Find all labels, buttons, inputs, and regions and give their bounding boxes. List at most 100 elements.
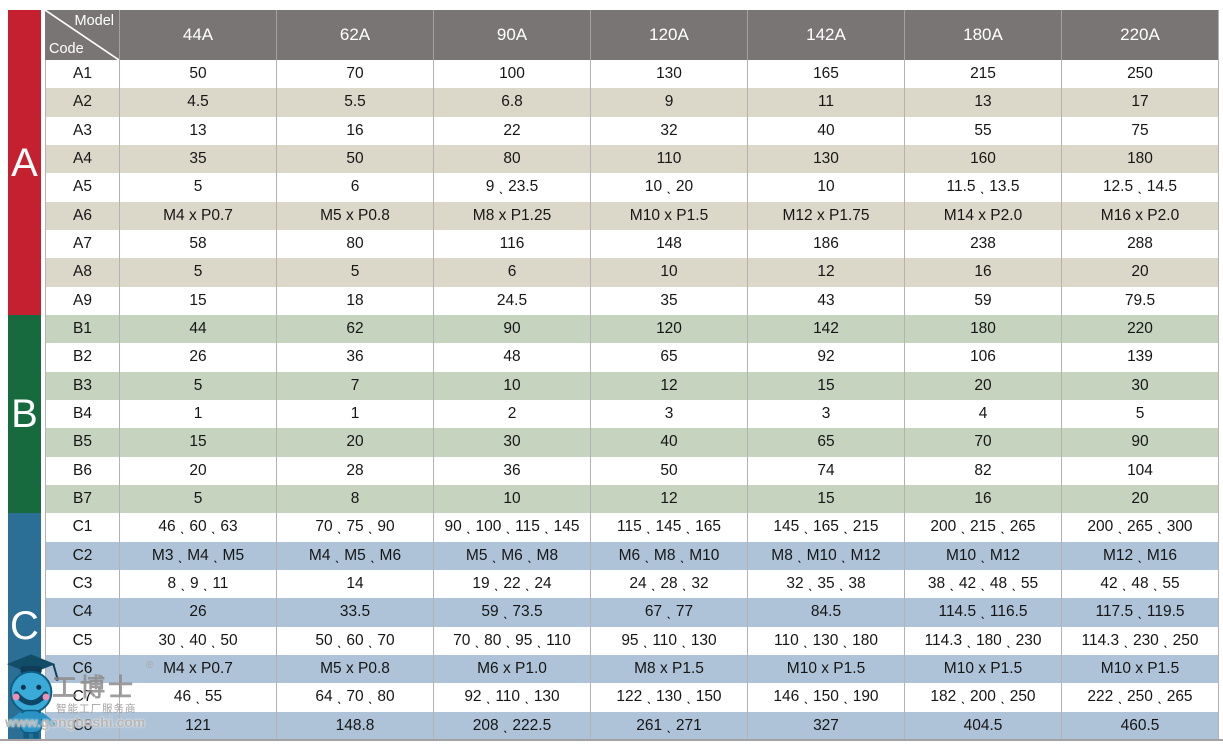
section-b-label: B: [11, 392, 38, 436]
table-row: C2 M3 ˎ M4 ˎ M5 M4 ˎ M5 ˎ M6 M5 ˎ M6 ˎ M…: [45, 541, 1219, 570]
table-cell: 182 ˎ 200 ˎ 250: [905, 683, 1062, 712]
table-cell: 26: [120, 598, 277, 627]
table-cell: 28: [277, 456, 434, 485]
table-cell: 10: [434, 371, 591, 400]
row-code: C2: [45, 541, 120, 570]
column-header-220a: 220A: [1062, 10, 1219, 60]
section-c-label: C: [10, 604, 39, 648]
table-cell: 114.3 ˎ 180 ˎ 230: [905, 626, 1062, 655]
table-cell: 9 ˎ 23.5: [434, 173, 591, 202]
table-cell: 460.5: [1062, 711, 1219, 740]
table-cell: 50: [277, 144, 434, 174]
table-cell: 80: [277, 229, 434, 259]
bottom-divider: [0, 739, 1223, 741]
table-cell: 114.3 ˎ 230 ˎ 250: [1062, 626, 1219, 655]
table-cell: 90: [1062, 428, 1219, 457]
table-cell: M14 x P2.0: [905, 201, 1062, 230]
table-cell: 15: [748, 371, 905, 400]
table-cell: 20: [120, 456, 277, 485]
table-cell: M12 ˎ M16: [1062, 541, 1219, 570]
table-cell: 146 ˎ 150 ˎ 190: [748, 683, 905, 712]
table-cell: M8 x P1.5: [591, 654, 748, 684]
table-cell: 148: [591, 229, 748, 259]
table-cell: M4 x P0.7: [120, 654, 277, 684]
table-row: B5 15 20 30 40 65 70 90: [45, 428, 1219, 457]
table-cell: 55: [905, 116, 1062, 145]
table-cell: 5: [120, 484, 277, 514]
table-cell: 12.5 ˎ 14.5: [1062, 173, 1219, 202]
table-cell: 4: [905, 399, 1062, 429]
table-row: A6 M4 x P0.7 M5 x P0.8 M8 x P1.25 M10 x …: [45, 201, 1219, 230]
table-cell: 64 ˎ 70 ˎ 80: [277, 683, 434, 712]
table-cell: M8 x P1.25: [434, 201, 591, 230]
table-cell: 250: [1062, 60, 1219, 89]
table-cell: 215: [905, 60, 1062, 89]
table-cell: 288: [1062, 229, 1219, 259]
table-cell: 10: [434, 484, 591, 514]
row-code: B2: [45, 343, 120, 372]
table-cell: 12: [748, 258, 905, 287]
table-cell: 2: [434, 399, 591, 429]
table-cell: 222 ˎ 250 ˎ 265: [1062, 683, 1219, 712]
header-code-label: Code: [49, 41, 84, 57]
table-row: B1 44 62 90 120 142 180 220: [45, 314, 1219, 344]
table-cell: 117.5 ˎ 119.5: [1062, 598, 1219, 627]
table-cell: 24.5: [434, 286, 591, 315]
row-code: A6: [45, 201, 120, 230]
table-cell: 59: [905, 286, 1062, 315]
table-cell: 1: [120, 399, 277, 429]
table-cell: 11.5 ˎ 13.5: [905, 173, 1062, 202]
table-cell: 5.5: [277, 88, 434, 117]
column-header-180a: 180A: [905, 10, 1062, 60]
table-cell: 48: [434, 343, 591, 372]
column-header-44a: 44A: [120, 10, 277, 60]
table-cell: 82: [905, 456, 1062, 485]
table-row: A4 35 50 80 110 130 160 180: [45, 144, 1219, 174]
table-row: C4 26 33.5 59 ˎ 73.5 67 ˎ 77 84.5 114.5 …: [45, 598, 1219, 627]
table-cell: M5 x P0.8: [277, 201, 434, 230]
table-cell: 24 ˎ 28 ˎ 32: [591, 569, 748, 599]
table-cell: M10 x P1.5: [1062, 654, 1219, 684]
table-row: A3 13 16 22 32 40 55 75: [45, 116, 1219, 145]
table-cell: 180: [1062, 144, 1219, 174]
table-cell: 186: [748, 229, 905, 259]
table-cell: M16 x P2.0: [1062, 201, 1219, 230]
row-code: C3: [45, 569, 120, 599]
table-cell: 130: [748, 144, 905, 174]
table-cell: M10 x P1.5: [905, 654, 1062, 684]
table-cell: 13: [905, 88, 1062, 117]
table-cell: 75: [1062, 116, 1219, 145]
table-cell: M5 x P0.8: [277, 654, 434, 684]
table-cell: 50: [120, 60, 277, 89]
table-cell: M12 x P1.75: [748, 201, 905, 230]
row-code: B5: [45, 428, 120, 457]
table-cell: 121: [120, 711, 277, 740]
table-cell: 32: [591, 116, 748, 145]
row-code: B6: [45, 456, 120, 485]
table-cell: 110 ˎ 130 ˎ 180: [748, 626, 905, 655]
table-cell: 220: [1062, 314, 1219, 344]
table-cell: 30: [434, 428, 591, 457]
table-body: A1 50 70 100 130 165 215 250 A2 4.5 5.5 …: [45, 60, 1219, 740]
table-cell: 46 ˎ 60 ˎ 63: [120, 513, 277, 542]
table-cell: 148.8: [277, 711, 434, 740]
table-cell: 62: [277, 314, 434, 344]
table-cell: 327: [748, 711, 905, 740]
row-code: A4: [45, 144, 120, 174]
table-cell: 67 ˎ 77: [591, 598, 748, 627]
row-code: C4: [45, 598, 120, 627]
row-code: B3: [45, 371, 120, 400]
section-b-bar: B: [8, 315, 41, 513]
table-cell: M3 ˎ M4 ˎ M5: [120, 541, 277, 570]
table-cell: 5: [120, 371, 277, 400]
table-row: A9 15 18 24.5 35 43 59 79.5: [45, 286, 1219, 315]
table-cell: 139: [1062, 343, 1219, 372]
table-cell: 4.5: [120, 88, 277, 117]
table-cell: 90 ˎ 100 ˎ 115 ˎ 145: [434, 513, 591, 542]
table-cell: 11: [748, 88, 905, 117]
row-code: C8: [45, 711, 120, 740]
table-cell: 116: [434, 229, 591, 259]
section-a-bar: A: [8, 10, 41, 315]
table-cell: 44: [120, 314, 277, 344]
